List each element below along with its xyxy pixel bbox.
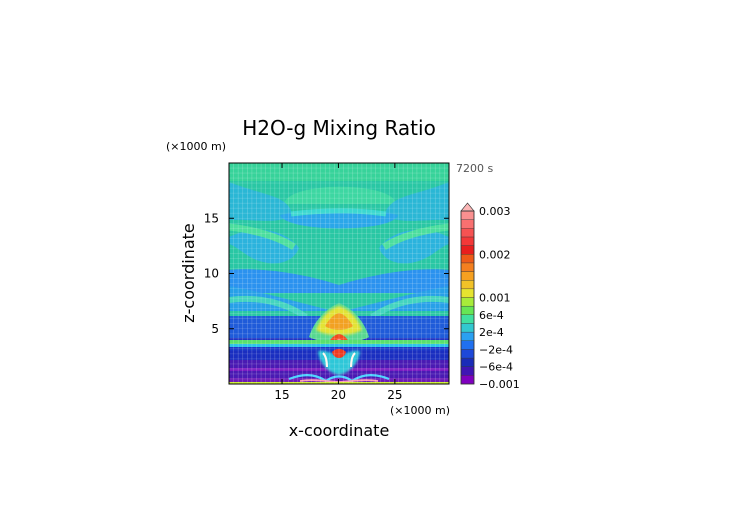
- colorbar-label: 2e-4: [479, 326, 504, 339]
- colorbar-label: −0.001: [479, 378, 520, 391]
- colorbar-swatch: [460, 331, 475, 341]
- colorbar-swatch: [460, 288, 475, 298]
- colorbar-label: 0.003: [479, 205, 511, 218]
- colorbar-label: 0.001: [479, 292, 511, 305]
- upper-dome: [284, 186, 396, 204]
- surface-ripple: [288, 374, 390, 383]
- x-axis-tick-label: 15: [274, 388, 289, 402]
- colorbar-label: 0.002: [479, 248, 511, 261]
- colorbar-outline: [460, 210, 475, 385]
- right-green-arc: [382, 223, 449, 250]
- left-green-arc: [229, 223, 296, 250]
- x-scale-note: (×1000 m): [390, 404, 450, 417]
- colorbar-swatch: [460, 262, 475, 272]
- colorbar-label: 6e-4: [479, 309, 504, 322]
- contour-field: [229, 163, 449, 384]
- colorbar-swatch: [460, 366, 475, 376]
- left-lower-arc: [229, 295, 308, 320]
- right-white-gap: [350, 352, 356, 368]
- colorbar-swatch: [460, 280, 475, 290]
- y-scale-note: (×1000 m): [166, 140, 226, 153]
- colorbar-swatch: [460, 297, 475, 307]
- surface-green-strip: [229, 382, 449, 384]
- x-axis-tick-label: 25: [387, 388, 402, 402]
- colorbar-top-arrow: [460, 202, 475, 212]
- x-axis-ticks: 15 20 25: [274, 163, 402, 402]
- y-axis-ticks: 5 10 15: [204, 211, 449, 336]
- colorbar-swatch: [460, 349, 475, 359]
- colorbar-swatch: [460, 245, 475, 255]
- colorbar-swatch: [460, 323, 475, 333]
- colorbar-swatch: [460, 254, 475, 264]
- colorbar-swatch: [460, 314, 475, 324]
- left-white-gap: [322, 352, 328, 368]
- y-axis-tick-label: 5: [211, 322, 219, 336]
- y-axis-tick-label: 15: [204, 211, 219, 225]
- chart-title: H2O-g Mixing Ratio: [242, 116, 436, 140]
- upper-green-structure: [229, 163, 449, 181]
- colorbar-swatch: [460, 305, 475, 315]
- colorbar-label: −2e-4: [479, 343, 513, 356]
- right-lower-arc: [370, 295, 449, 320]
- upper-band-highlight: [290, 208, 387, 217]
- colorbar-swatch: [460, 340, 475, 350]
- lower-core-cyan: [318, 350, 360, 375]
- colorbar-swatch: [460, 375, 475, 385]
- bright-horizontal-band: [229, 340, 449, 344]
- upper-cyan-wedge-right: [384, 182, 449, 221]
- time-label: 7200 s: [456, 162, 493, 175]
- mid-band-blue: [229, 269, 449, 293]
- x-axis-label: x-coordinate: [289, 421, 390, 440]
- lower-core-red: [332, 349, 346, 358]
- cyan-horizontal-band: [229, 344, 449, 347]
- upper-cyan-wedge: [229, 182, 293, 221]
- field-grid: [229, 163, 449, 384]
- colorbar-swatch: [460, 271, 475, 281]
- colorbar-swatch: [460, 210, 475, 220]
- colorbar-swatch: [460, 236, 475, 246]
- colorbar: 0.003 0.002 0.001 6e-4 2e-4 −2e-4 −6e-4 −0.001: [460, 202, 520, 391]
- y-axis-label: z-coordinate: [179, 223, 198, 323]
- colorbar-label: −6e-4: [479, 361, 513, 374]
- y-axis-tick-label: 10: [204, 267, 219, 281]
- colorbar-swatch: [460, 219, 475, 229]
- colorbar-swatch: [460, 357, 475, 367]
- colorbar-swatch: [460, 228, 475, 238]
- bottom-gradient-layer: [229, 378, 449, 384]
- plume-orange: [325, 313, 353, 330]
- x-axis-tick-label: 20: [331, 388, 346, 402]
